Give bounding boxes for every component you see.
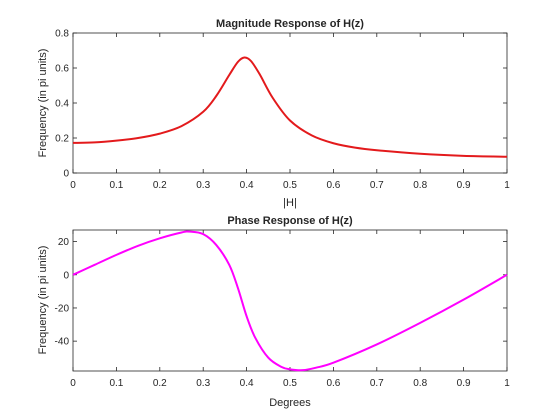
magnitude-ytick-label: 0: [63, 169, 69, 180]
phase-ticks: 0 0.1 0.2 0.3 0.4 0.5 0.6 0.7 0.8 0.9 1 -40 -20 0 20: [55, 230, 510, 389]
phase-xtick-label: 0.3: [196, 378, 210, 389]
phase-ytick-label: -40: [55, 337, 70, 348]
phase-xtick-label: 0.2: [153, 378, 167, 389]
magnitude-xtick-label: 0.8: [413, 180, 427, 191]
phase-xlabel: Degrees: [269, 397, 311, 409]
phase-xtick-label: 0.4: [240, 378, 254, 389]
magnitude-title: Magnitude Response of H(z): [216, 18, 364, 30]
magnitude-series: [72, 56, 508, 158]
magnitude-xtick-label: 0: [70, 180, 76, 191]
phase-series-line: [72, 230, 508, 372]
magnitude-ytick-label: 0.6: [55, 64, 69, 75]
magnitude-ticks: 0 0.1 0.2 0.3 0.4 0.5 0.6 0.7 0.8 0.9 1 0 0.2 0.4 0.6 0…: [55, 29, 510, 192]
magnitude-xtick-label: 0.6: [326, 180, 340, 191]
magnitude-xtick-label: 0.5: [283, 180, 297, 191]
subplot-phase: Phase Response of H(z) Degrees Frequency…: [37, 215, 510, 409]
magnitude-xtick-label: 0.7: [370, 180, 384, 191]
magnitude-ylabel: Frequency (in pi units): [37, 49, 49, 158]
phase-xtick-label: 0.8: [413, 378, 427, 389]
phase-xtick-label: 0.5: [283, 378, 297, 389]
magnitude-xtick-label: 0.4: [240, 180, 254, 191]
phase-xtick-label: 0: [70, 378, 76, 389]
magnitude-xtick-label: 0.2: [153, 180, 167, 191]
subplot-magnitude: Magnitude Response of H(z) |H| Frequency…: [37, 18, 510, 209]
phase-ylabel: Frequency (in pi units): [37, 246, 49, 355]
phase-xtick-label: 0.1: [109, 378, 123, 389]
magnitude-ytick-label: 0.8: [55, 29, 69, 40]
phase-ytick-label: 0: [63, 270, 69, 281]
magnitude-series-line: [72, 56, 508, 158]
magnitude-xtick-label: 0.1: [109, 180, 123, 191]
magnitude-ytick-label: 0.2: [55, 134, 69, 145]
phase-xtick-label: 0.7: [370, 378, 384, 389]
phase-ytick-label: -20: [55, 303, 70, 314]
phase-axes-box: [72, 229, 508, 372]
magnitude-ytick-label: 0.4: [55, 99, 69, 110]
magnitude-axes-box: [72, 32, 508, 174]
phase-xtick-label: 0.9: [457, 378, 471, 389]
magnitude-xlabel: |H|: [283, 197, 297, 209]
phase-title: Phase Response of H(z): [227, 215, 353, 227]
magnitude-xtick-label: 1: [504, 180, 510, 191]
magnitude-xtick-label: 0.9: [457, 180, 471, 191]
phase-xtick-label: 0.6: [326, 378, 340, 389]
phase-ytick-label: 20: [58, 237, 70, 248]
phase-xtick-label: 1: [504, 378, 510, 389]
magnitude-xtick-label: 0.3: [196, 180, 210, 191]
phase-series: [72, 230, 508, 372]
